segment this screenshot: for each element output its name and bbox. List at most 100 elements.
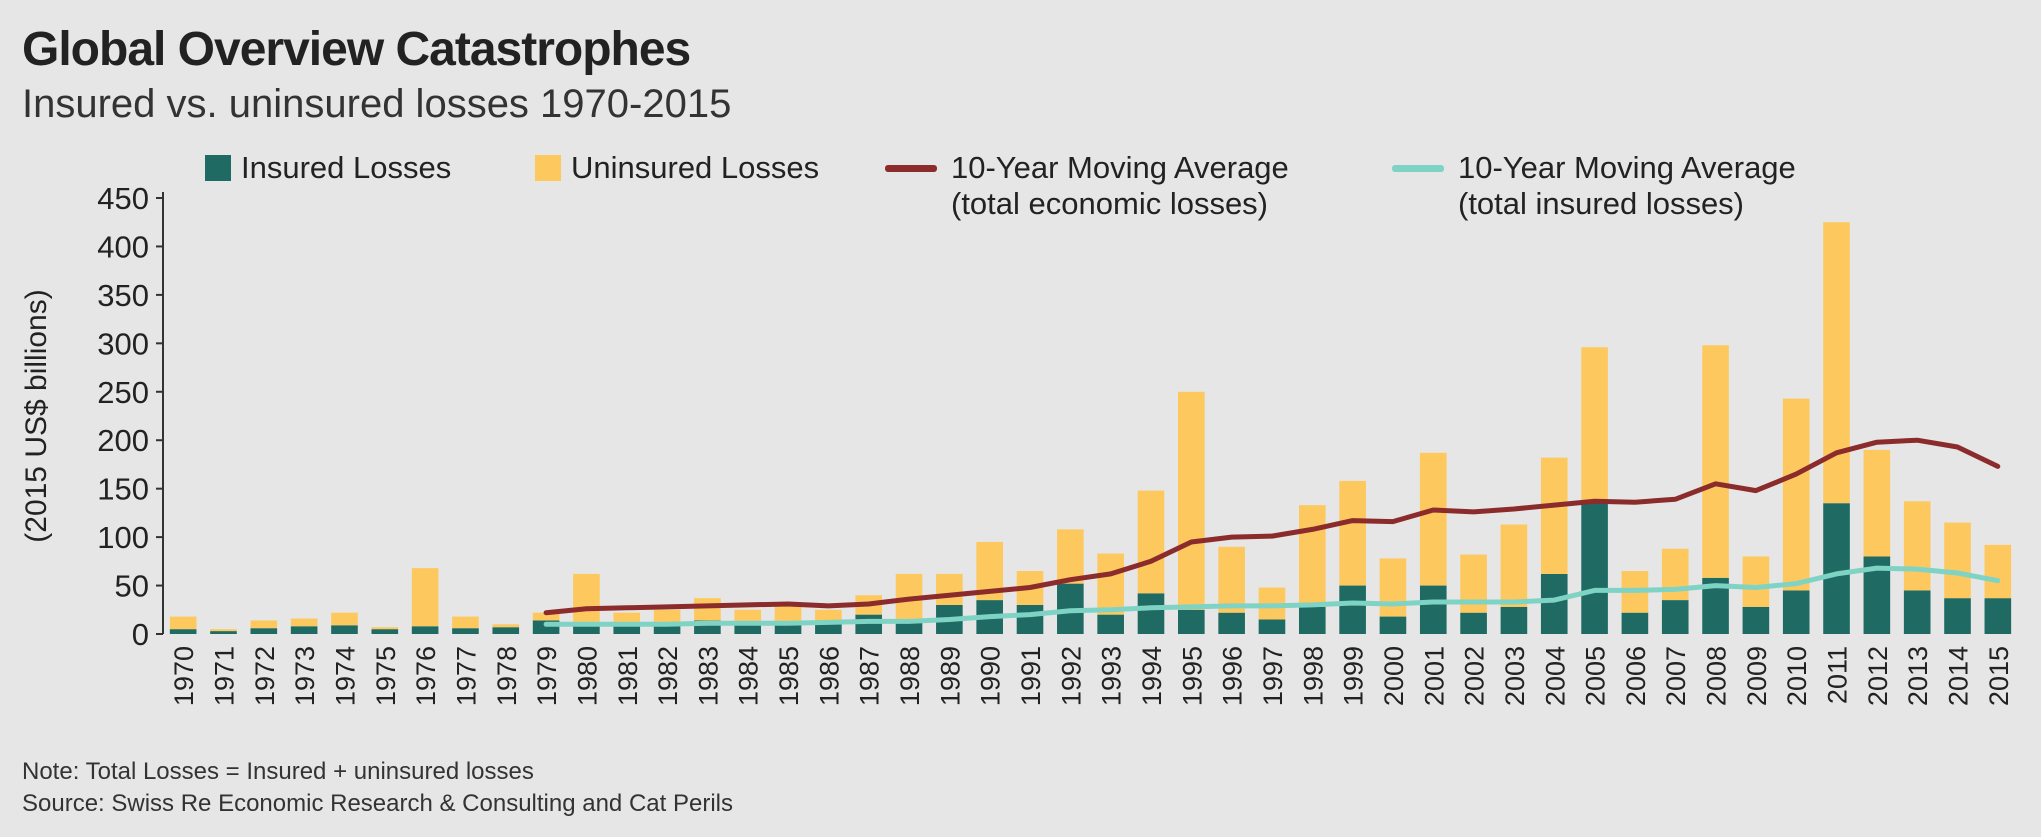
legend-item: Uninsured Losses (535, 150, 819, 186)
x-tick-label: 2010 (1782, 646, 1812, 706)
bar (1540, 573, 1568, 634)
x-tick-label: 1997 (1258, 646, 1288, 706)
bar (1460, 612, 1487, 634)
x-tick-label: 1976 (411, 646, 441, 706)
bar (1137, 490, 1165, 594)
legend-key (205, 155, 231, 181)
y-tick-label: 350 (97, 278, 149, 313)
legend: Insured Losses Uninsured Losses 10-Year Mo… (205, 150, 2005, 240)
bar (1702, 345, 1729, 578)
x-tick-label: 1990 (976, 646, 1006, 706)
y-tick-label: 400 (97, 229, 149, 264)
y-tick-label: 100 (97, 520, 149, 555)
bar (1419, 452, 1447, 586)
bar (1984, 598, 2012, 634)
bar (734, 624, 762, 634)
bar (895, 622, 923, 634)
bar (532, 612, 560, 621)
x-tick-label: 1983 (693, 646, 723, 706)
bar (1742, 606, 1770, 634)
bar (1057, 529, 1084, 584)
bar (936, 573, 963, 605)
note: Note: Total Losses = Insured + uninsured… (22, 758, 534, 785)
legend-label: Insured Losses (241, 150, 452, 185)
x-tick-label: 1973 (290, 646, 320, 706)
x-tick-label: 1981 (613, 646, 643, 706)
x-tick-label: 1992 (1056, 646, 1086, 706)
bar (250, 628, 278, 634)
x-tick-label: 2004 (1540, 646, 1570, 706)
bar (1500, 524, 1528, 607)
y-tick-label: 150 (97, 472, 149, 507)
bar (573, 624, 600, 634)
bar (1944, 522, 1971, 599)
x-tick-label: 1988 (895, 646, 925, 706)
bar (1903, 501, 1931, 591)
x-tick-label: 2013 (1903, 646, 1933, 706)
bar (452, 628, 479, 634)
x-tick-label: 1971 (209, 646, 239, 706)
x-tick-label: 1989 (935, 646, 965, 706)
y-axis-label: (2015 US$ billions) (20, 289, 53, 542)
bar (653, 625, 681, 634)
bar (653, 609, 681, 626)
x-tick-label: 1985 (774, 646, 804, 706)
legend-item: Insured Losses (205, 150, 451, 186)
x-tick-label: 2003 (1500, 646, 1530, 706)
x-tick-label: 2005 (1581, 646, 1611, 706)
x-tick-label: 1978 (492, 646, 522, 706)
bar (210, 631, 237, 634)
bar (1782, 590, 1810, 634)
x-tick-label: 2015 (1984, 646, 2014, 706)
line (543, 565, 2001, 627)
bar (1782, 398, 1810, 591)
bar (1339, 585, 1366, 634)
x-tick-label: 2008 (1702, 646, 1732, 706)
bar (613, 626, 641, 634)
x-tick-label: 1998 (1298, 646, 1328, 706)
bar (1137, 593, 1165, 634)
x-tick-label: 1986 (814, 646, 844, 706)
bar (774, 622, 802, 634)
x-tick-label: 1991 (1016, 646, 1046, 706)
line (543, 437, 2001, 616)
bar (1540, 457, 1568, 574)
bar (1823, 503, 1850, 634)
bar (855, 614, 883, 634)
bar (1218, 612, 1245, 634)
bar (169, 629, 197, 634)
bar (169, 616, 197, 630)
x-tick-label: 2012 (1863, 646, 1893, 706)
bar (1903, 590, 1931, 634)
bar (1178, 609, 1205, 634)
x-tick-label: 1996 (1218, 646, 1248, 706)
x-tick-label: 1970 (169, 646, 199, 706)
x-tick-label: 1999 (1339, 646, 1369, 706)
x-tick-label: 1977 (451, 646, 481, 706)
x-tick-label: 1982 (653, 646, 683, 706)
legend-key (885, 165, 937, 172)
bar (1581, 347, 1608, 504)
bar (250, 620, 278, 629)
bar (1581, 503, 1608, 634)
bar (1218, 546, 1245, 613)
x-tick-label: 2011 (1823, 646, 1853, 704)
legend-item: 10-Year Moving Average (total insured lo… (1392, 150, 1853, 222)
y-tick-label: 200 (97, 423, 149, 458)
bar (371, 627, 399, 630)
bar (411, 568, 439, 627)
chart-subtitle: Insured vs. uninsured losses 1970-2015 (22, 82, 732, 126)
bar (1016, 604, 1044, 634)
x-tick-label: 2001 (1419, 646, 1449, 706)
y-tick-label: 0 (132, 617, 149, 652)
x-tick-label: 1984 (734, 646, 764, 706)
bar (331, 612, 358, 626)
legend-key (535, 155, 561, 181)
source: Source: Swiss Re Economic Research & Con… (22, 790, 733, 817)
bar (411, 626, 439, 634)
x-tick-label: 1993 (1097, 646, 1127, 706)
bar (1097, 553, 1124, 615)
x-tick-label: 2014 (1944, 646, 1974, 706)
bar (1984, 544, 2012, 599)
